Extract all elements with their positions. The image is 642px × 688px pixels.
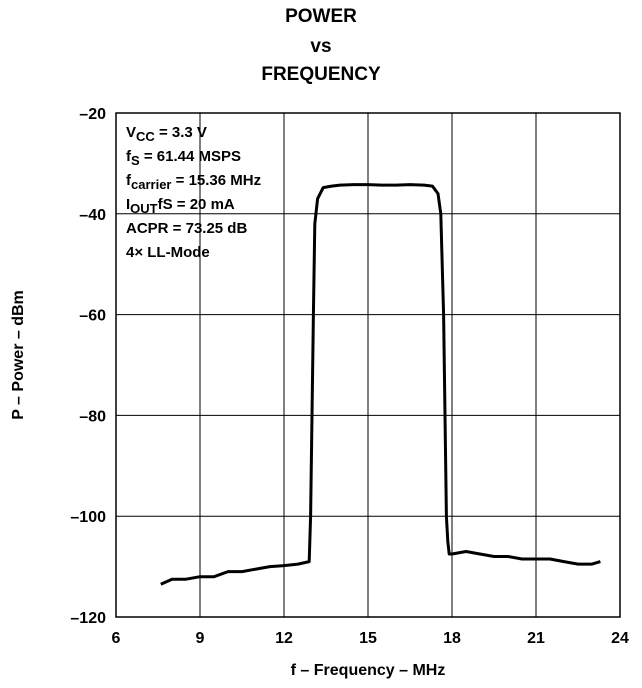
- x-tick-label: 15: [359, 630, 377, 647]
- y-axis-label: P – Power – dBm: [10, 290, 28, 420]
- y-tick-label: –120: [70, 610, 106, 627]
- x-tick-label: 6: [112, 630, 121, 647]
- y-tick-label: –80: [79, 408, 106, 425]
- series-line: [161, 185, 601, 585]
- y-tick-label: –20: [79, 106, 106, 123]
- y-tick-label: –100: [70, 509, 106, 526]
- x-tick-label: 18: [443, 630, 461, 647]
- x-tick-label: 9: [196, 630, 205, 647]
- x-tick-label: 12: [275, 630, 293, 647]
- x-axis-label: f – Frequency – MHz: [291, 662, 446, 680]
- x-tick-label: 24: [611, 630, 629, 647]
- annotation-vcc: VCC = 3.3 V: [126, 124, 207, 141]
- annotation-iout: IOUTfS = 20 mA: [126, 196, 235, 213]
- annotation-fs: fS = 61.44 MSPS: [126, 148, 241, 165]
- annotation-fcarrier: fcarrier = 15.36 MHz: [126, 172, 261, 189]
- annotation-mode: 4× LL-Mode: [126, 244, 210, 261]
- y-tick-label: –60: [79, 308, 106, 325]
- x-tick-label: 21: [527, 630, 545, 647]
- annotation-acpr: ACPR = 73.25 dB: [126, 220, 247, 237]
- y-tick-label: –40: [79, 207, 106, 224]
